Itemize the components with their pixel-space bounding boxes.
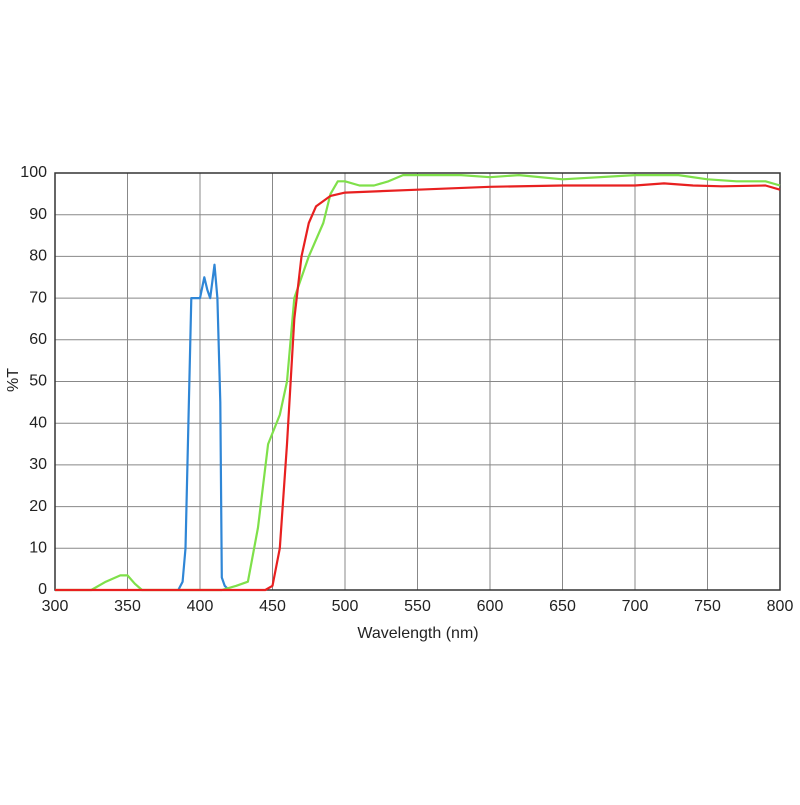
x-tick-label: 300 [42, 598, 69, 615]
y-tick-label: 10 [29, 540, 47, 557]
y-tick-label: 70 [29, 289, 47, 306]
y-tick-label: 40 [29, 414, 47, 431]
x-tick-label: 750 [694, 598, 721, 615]
x-tick-label: 800 [767, 598, 794, 615]
x-tick-label: 550 [404, 598, 431, 615]
y-tick-label: 80 [29, 248, 47, 265]
plot-frame [54, 172, 781, 591]
series-line [177, 263, 230, 591]
x-tick-label: 450 [259, 598, 286, 615]
y-axis-label: %T [5, 368, 22, 392]
y-tick-label: 0 [38, 581, 47, 598]
x-axis-label: Wavelength (nm) [357, 625, 478, 642]
series-line [55, 182, 781, 592]
y-tick-label: 100 [20, 164, 47, 181]
x-tick-label: 400 [187, 598, 214, 615]
y-tick-label: 60 [29, 331, 47, 348]
x-tick-label: 500 [332, 598, 359, 615]
y-tick-label: 20 [29, 498, 47, 515]
series-line [55, 174, 781, 592]
x-tick-label: 350 [114, 598, 141, 615]
x-tick-label: 700 [622, 598, 649, 615]
y-tick-label: 30 [29, 456, 47, 473]
y-tick-label: 90 [29, 206, 47, 223]
x-tick-label: 650 [549, 598, 576, 615]
x-tick-label: 600 [477, 598, 504, 615]
y-tick-label: 50 [29, 373, 47, 390]
